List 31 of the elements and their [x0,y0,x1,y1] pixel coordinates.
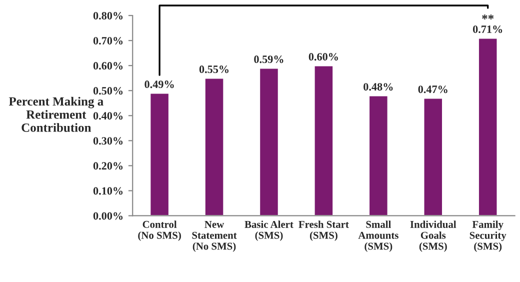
bar [422,97,444,216]
y-tick-label: 0.80% [93,12,123,20]
bar [313,64,334,216]
y-tick-label: 0.00% [93,212,123,220]
bar [204,77,225,216]
x-tick-label: New Statement (No SMS) [192,221,237,252]
annotation: ** [482,14,494,20]
y-tick-label: 0.40% [93,112,123,120]
data-label: 0.48% [364,83,393,91]
bar [258,67,280,216]
data-label: 0.49% [144,80,174,88]
data-label: 0.71% [473,26,502,34]
x-tick-label: Individual Goals (SMS) [410,220,456,252]
bar [478,37,498,216]
data-label: 0.59% [254,56,284,64]
bar [368,94,389,216]
y-tick-label: 0.50% [93,87,123,95]
y-tick-label: 0.10% [93,187,123,195]
y-tick-label: 0.60% [93,62,123,70]
x-tick-label: Small Amounts (SMS) [358,220,398,252]
y-tick-label: 0.30% [93,137,123,145]
bar [149,92,170,216]
y-tick-label: 0.20% [93,162,123,170]
data-label: 0.55% [199,66,228,74]
x-tick-label: Control (No SMS) [138,220,181,241]
data-label: 0.60% [308,53,338,61]
x-tick-label: Family Security (SMS) [470,220,506,252]
y-tick-label: 0.70% [93,37,123,45]
x-tick-label: Fresh Start (SMS) [298,220,349,241]
x-tick-label: Basic Alert (SMS) [244,220,294,241]
data-label: 0.47% [418,86,448,94]
